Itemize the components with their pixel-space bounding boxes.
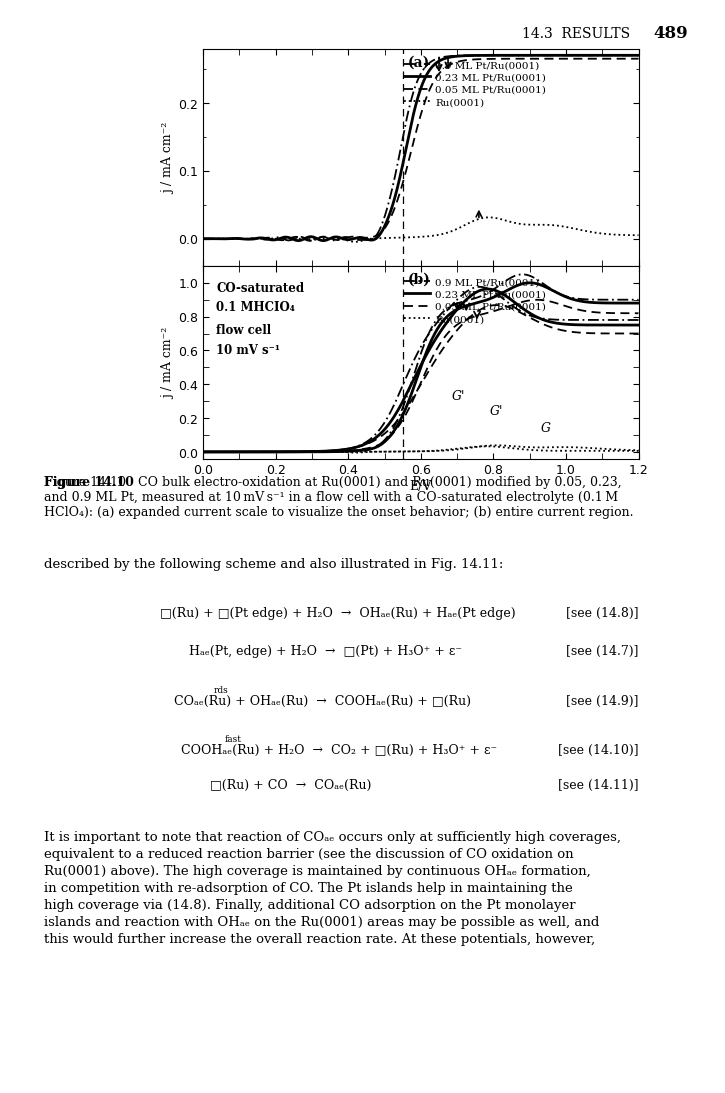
Text: CO-saturated: CO-saturated [216, 282, 304, 295]
Legend: 0.9 ML Pt/Ru(0001), 0.23 ML Pt/Ru(0001), 0.05 ML Pt/Ru(0001), Ru(0001): 0.9 ML Pt/Ru(0001), 0.23 ML Pt/Ru(0001),… [399, 57, 550, 111]
Text: Figure 14.10: Figure 14.10 [44, 475, 133, 489]
Text: described by the following scheme and also illustrated in Fig. 14.11:: described by the following scheme and al… [44, 557, 502, 571]
Text: [see (14.7)]: [see (14.7)] [566, 645, 638, 658]
Text: rds: rds [214, 685, 228, 694]
Text: [see (14.11)]: [see (14.11)] [558, 778, 638, 791]
Text: It is important to note that reaction of COₐₑ occurs only at sufficiently high c: It is important to note that reaction of… [44, 831, 620, 945]
Text: [see (14.8)]: [see (14.8)] [566, 607, 638, 620]
Text: □(Ru) + □(Pt edge) + H₂O  →  OHₐₑ(Ru) + Hₐₑ(Pt edge): □(Ru) + □(Pt edge) + H₂O → OHₐₑ(Ru) + Hₐ… [160, 607, 515, 620]
Y-axis label: j / mA cm⁻²: j / mA cm⁻² [162, 122, 175, 193]
Text: fast: fast [225, 734, 241, 743]
Text: Hₐₑ(Pt, edge) + H₂O  →  □(Pt) + H₃O⁺ + ε⁻: Hₐₑ(Pt, edge) + H₂O → □(Pt) + H₃O⁺ + ε⁻ [188, 645, 461, 658]
X-axis label: E/V: E/V [410, 480, 431, 493]
Text: 0.1 MHCIO₄: 0.1 MHCIO₄ [216, 301, 295, 314]
Text: COₐₑ(Ru) + OHₐₑ(Ru)  →  COOHₐₑ(Ru) + □(Ru): COₐₑ(Ru) + OHₐₑ(Ru) → COOHₐₑ(Ru) + □(Ru) [174, 694, 471, 707]
Text: 10 mV s⁻¹: 10 mV s⁻¹ [216, 343, 280, 356]
Text: G': G' [452, 390, 465, 403]
Y-axis label: j / mA cm⁻²: j / mA cm⁻² [162, 327, 175, 398]
Text: [see (14.10)]: [see (14.10)] [558, 743, 638, 756]
Text: Figure 14.10   CO bulk electro-oxidation at Ru(0001) and Ru(0001) modified by 0.: Figure 14.10 CO bulk electro-oxidation a… [44, 475, 632, 518]
Text: G: G [540, 422, 550, 435]
Legend: 0.9 ML Pt/Ru(0001), 0.23 ML Pt/Ru(0001), 0.05 ML Pt/Ru(0001), Ru(0001): 0.9 ML Pt/Ru(0001), 0.23 ML Pt/Ru(0001),… [399, 273, 550, 328]
Text: flow cell: flow cell [216, 325, 271, 338]
Text: COOHₐₑ(Ru) + H₂O  →  CO₂ + □(Ru) + H₃O⁺ + ε⁻: COOHₐₑ(Ru) + H₂O → CO₂ + □(Ru) + H₃O⁺ + … [181, 743, 497, 756]
Text: [see (14.9)]: [see (14.9)] [566, 694, 638, 707]
Text: (b): (b) [407, 272, 431, 286]
Text: 14.3  RESULTS: 14.3 RESULTS [522, 27, 630, 42]
Text: 489: 489 [652, 25, 687, 43]
Text: (a): (a) [407, 56, 430, 70]
Text: □(Ru) + CO  →  COₐₑ(Ru): □(Ru) + CO → COₐₑ(Ru) [210, 778, 371, 791]
Text: G': G' [489, 406, 502, 419]
